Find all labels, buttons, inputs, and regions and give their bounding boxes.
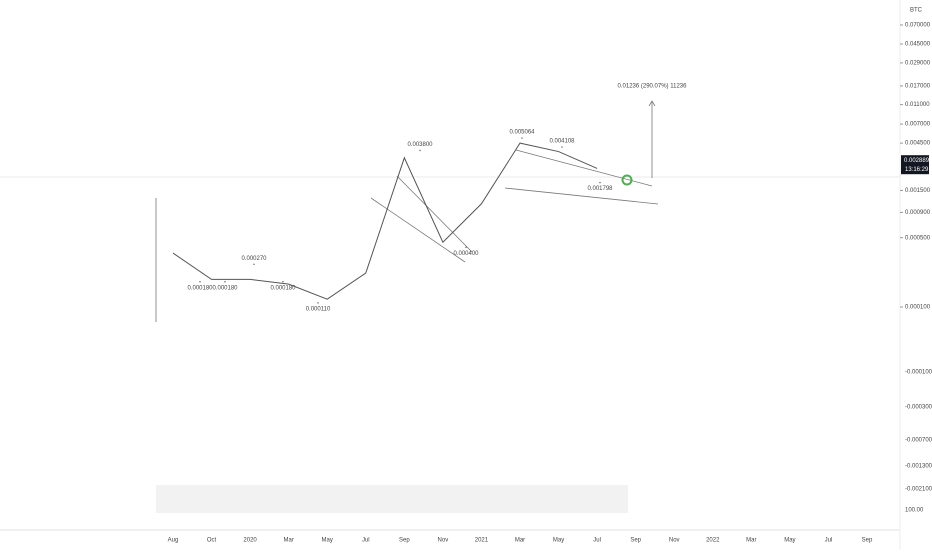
annotation-point	[224, 280, 226, 283]
annotation-point	[521, 137, 523, 139]
annotation-point	[599, 181, 601, 184]
x-tick-label: 2020	[243, 538, 257, 544]
volume-axis-label: -0.000700	[905, 438, 932, 444]
x-tick-label: Oct	[207, 538, 217, 544]
volume-axis-label: -0.001300	[905, 464, 932, 470]
y-tick-label: 0.000900	[905, 210, 931, 216]
trend-line	[396, 175, 473, 253]
y-tick-label: 0.000100	[905, 305, 931, 311]
y-tick-label: 0.007000	[905, 122, 931, 128]
x-tick-label: Sep	[630, 538, 641, 544]
x-tick-label: Mar	[515, 538, 525, 544]
trend-line	[515, 149, 653, 187]
x-tick-label: Nov	[669, 538, 680, 544]
y-tick-label: 0.001500	[905, 188, 931, 194]
x-tick-label: Sep	[399, 538, 410, 544]
volume-axis-label: 100.00	[905, 508, 924, 514]
last-price-box	[901, 155, 929, 175]
currency-label: BTC	[910, 8, 923, 14]
projection-label: 0.01236 (290.07%) 11236	[618, 84, 688, 90]
y-tick-label: 0.070000	[905, 23, 931, 29]
x-tick-label: May	[784, 538, 795, 544]
trend-line	[504, 187, 659, 205]
x-tick-label: Mar	[283, 538, 293, 544]
x-tick-label: Sep	[862, 538, 873, 544]
annotation-point	[253, 263, 255, 266]
x-tick-label: Nov	[438, 538, 449, 544]
volume-axis-label: -0.000100	[905, 370, 932, 376]
volume-axis-label: -0.000300	[905, 405, 932, 411]
current-marker	[621, 174, 633, 186]
y-tick-label: 0.017000	[905, 83, 931, 89]
countdown: 13:16:29	[905, 167, 929, 173]
x-tick-label: Jul	[825, 538, 833, 544]
annotation-label: 0.003800	[407, 142, 433, 148]
arrow-head	[648, 100, 656, 107]
annotation-label: 0.005064	[509, 130, 535, 136]
y-tick-label: 0.004500	[905, 141, 931, 147]
x-tick-label: 2022	[706, 538, 720, 544]
annotation-label: 0.000180	[270, 285, 296, 291]
y-tick-label: 0.029000	[905, 60, 931, 66]
annotation-point	[317, 302, 319, 304]
x-tick-label: Jul	[593, 538, 601, 544]
annotation-point	[199, 280, 201, 283]
annotation-label: 0.000400	[453, 251, 479, 257]
drawings	[155, 100, 659, 322]
volume-axis-label: -0.002100	[905, 487, 932, 493]
annotation-label: 0.004108	[549, 139, 575, 145]
annotation-label: 0.001798	[587, 186, 613, 192]
trend-line	[370, 197, 466, 263]
y-tick-label: 0.045000	[905, 42, 931, 48]
annotation-label: 0.000270	[241, 256, 267, 262]
x-tick-label: May	[322, 538, 333, 544]
annotation-point	[419, 149, 421, 152]
annotation-label: 0.000110	[306, 306, 331, 312]
volume-pane	[156, 485, 628, 513]
annotation-point	[282, 280, 284, 283]
x-tick-label: Aug	[168, 538, 179, 544]
x-tick-label: Jul	[362, 538, 370, 544]
annotation-point	[465, 246, 467, 249]
annotation-label: 0.000180	[187, 285, 213, 291]
x-tick-label: 2021	[475, 538, 489, 544]
volume-area	[156, 485, 628, 513]
annotation-point	[561, 146, 563, 148]
last-price-label: 0.002889	[904, 158, 930, 164]
y-tick-label: 0.000500	[905, 235, 931, 241]
price-line	[172, 142, 598, 300]
x-tick-label: Mar	[746, 538, 756, 544]
annotation-label: 0.000180	[212, 285, 238, 291]
x-tick-label: May	[553, 538, 564, 544]
y-tick-label: 0.011000	[905, 102, 930, 108]
